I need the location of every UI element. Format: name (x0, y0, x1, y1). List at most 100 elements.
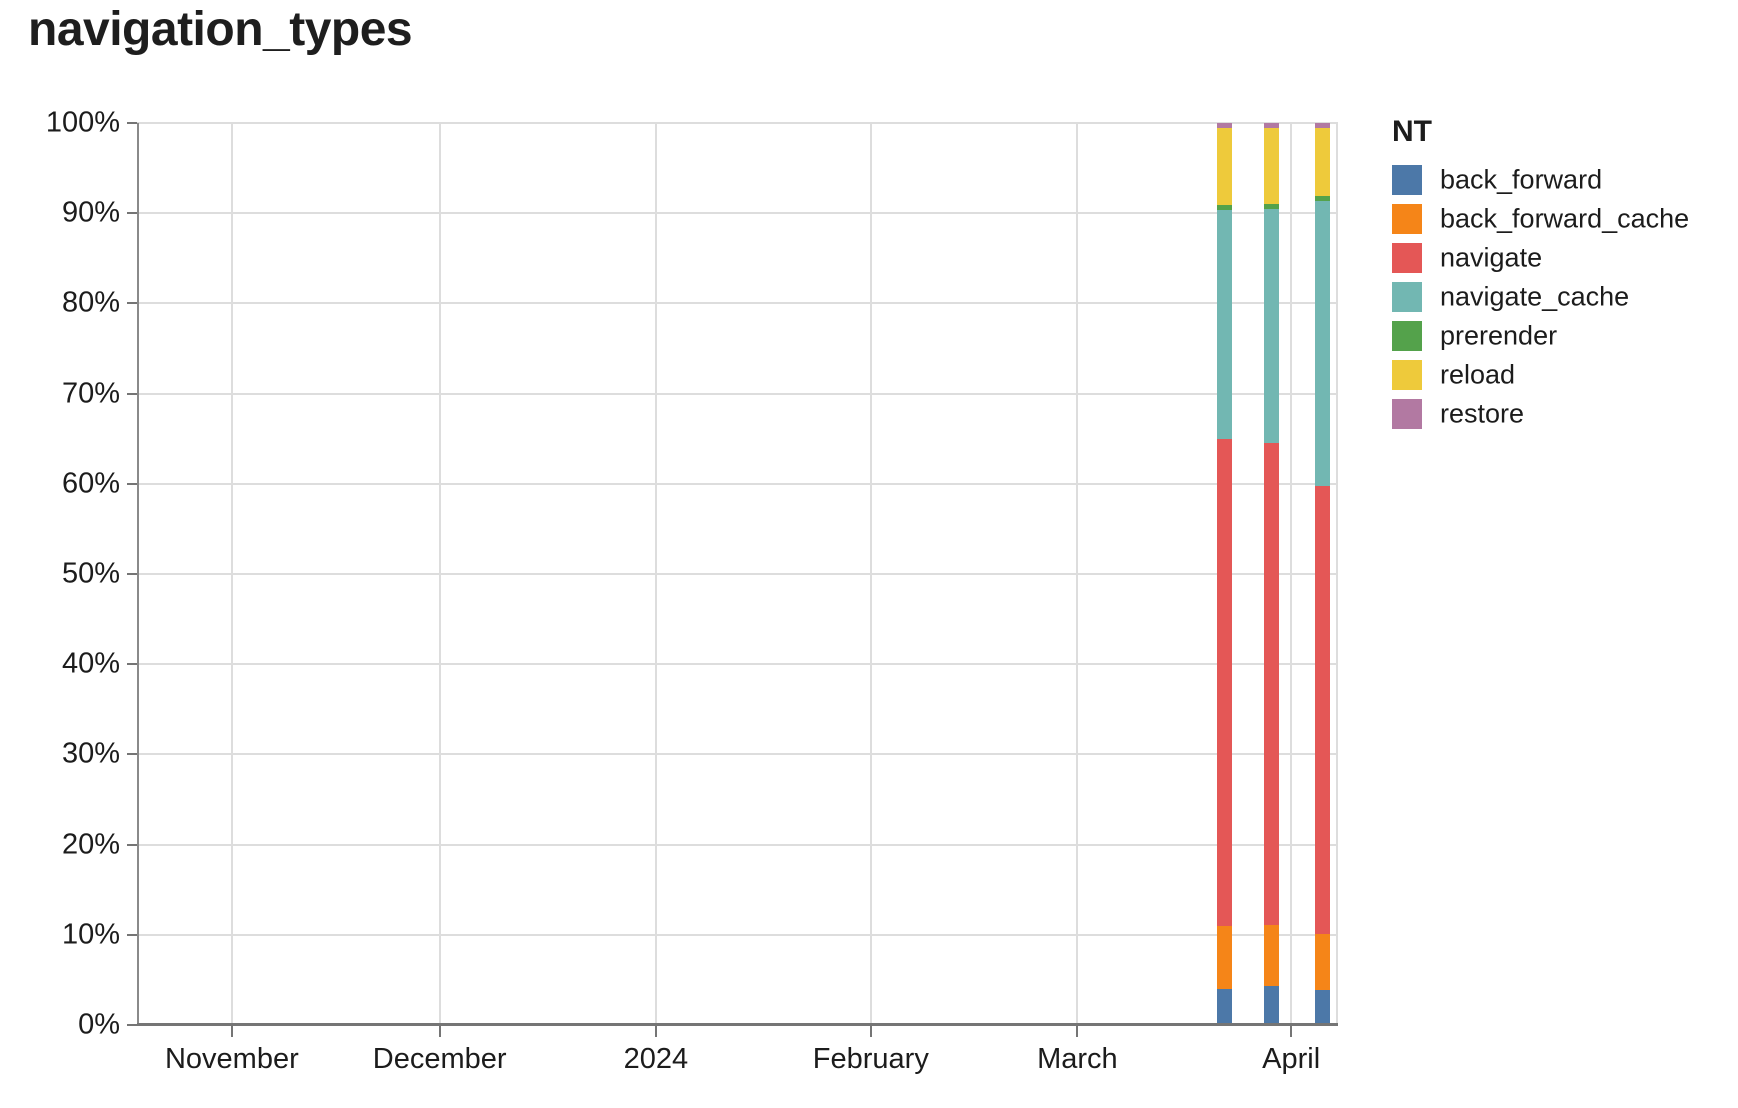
v-gridline-November (230, 123, 233, 1025)
bar-segment-back_forward_cache (1264, 924, 1280, 987)
h-gridline-60 (137, 482, 1338, 485)
bar-segment-back_forward_cache (1315, 933, 1330, 990)
x-tick-label: February (812, 1043, 929, 1075)
bar-segment-navigate_cache (1315, 200, 1330, 486)
y-tick-label: 40% (61, 647, 120, 680)
bar-3 (1315, 123, 1330, 1025)
y-tick-10 (127, 933, 137, 936)
v-gridline-December (438, 123, 441, 1025)
bar-segment-back_forward (1217, 988, 1232, 1025)
legend-item-navigate_cache: navigate_cache (1392, 282, 1629, 312)
bar-2 (1264, 123, 1280, 1025)
y-tick-label: 80% (61, 286, 120, 319)
bar-segment-prerender (1217, 205, 1232, 210)
plot-right-border (1336, 123, 1338, 1025)
x-tick-April (1290, 1025, 1293, 1037)
y-tick-0 (127, 1024, 137, 1026)
legend-swatch-back_forward (1392, 165, 1422, 195)
legend-item-prerender: prerender (1392, 321, 1557, 351)
bar-segment-restore (1264, 123, 1280, 128)
h-gridline-100 (137, 122, 1338, 124)
x-tick-label: November (164, 1043, 299, 1075)
y-tick-label: 60% (61, 467, 120, 500)
bar-segment-restore (1315, 123, 1330, 128)
legend-item-back_forward_cache: back_forward_cache (1392, 204, 1689, 234)
y-tick-60 (127, 482, 137, 485)
v-gridline-February (869, 123, 872, 1025)
bar-segment-navigate (1315, 485, 1330, 934)
y-tick-label: 10% (61, 918, 120, 951)
legend-items: back_forward back_forward_cache navigate na… (1392, 165, 1689, 429)
legend-item-back_forward: back_forward (1392, 165, 1602, 195)
bar-segment-restore (1217, 123, 1232, 128)
y-tick-label: 100% (45, 106, 120, 139)
h-gridline-20 (137, 843, 1338, 846)
legend-label: back_forward (1440, 164, 1603, 195)
y-tick-100 (127, 122, 137, 124)
y-tick-label: 70% (61, 377, 120, 410)
y-axis-line (137, 123, 139, 1025)
bar-segment-back_forward_cache (1217, 925, 1232, 989)
y-tick-90 (127, 212, 137, 215)
bar-segment-prerender (1264, 204, 1280, 209)
bar-segment-navigate_cache (1217, 209, 1232, 439)
bar-segment-back_forward (1315, 989, 1330, 1025)
h-gridline-30 (137, 753, 1338, 756)
legend-swatch-navigate_cache (1392, 282, 1422, 312)
y-tick-label: 0% (78, 1008, 120, 1041)
bar-1 (1217, 123, 1232, 1025)
legend-swatch-reload (1392, 360, 1422, 390)
y-tick-label: 20% (61, 828, 120, 861)
bar-segment-reload (1315, 127, 1330, 197)
y-tick-20 (127, 843, 137, 846)
legend-label: reload (1440, 359, 1516, 390)
plot-area (137, 122, 1338, 1026)
v-gridline-March (1076, 123, 1079, 1025)
legend-label: back_forward_cache (1440, 203, 1690, 234)
x-tick-March (1076, 1025, 1079, 1037)
legend-swatch-navigate (1392, 243, 1422, 273)
h-gridline-90 (137, 212, 1338, 215)
bar-segment-prerender (1315, 196, 1330, 201)
h-gridline-50 (137, 573, 1338, 575)
legend-label: restore (1440, 398, 1525, 429)
y-tick-40 (127, 663, 137, 666)
legend-label: navigate_cache (1440, 281, 1630, 312)
x-tick-label: 2024 (623, 1043, 689, 1075)
legend-item-restore: restore (1392, 399, 1524, 429)
h-gridline-10 (137, 933, 1338, 936)
y-tick-label: 30% (61, 737, 120, 770)
x-tick-label: March (1037, 1043, 1118, 1075)
x-tick-label: December (372, 1043, 507, 1075)
h-gridline-70 (137, 392, 1338, 395)
legend-item-reload: reload (1392, 360, 1515, 390)
y-tick-30 (127, 753, 137, 756)
x-tick-December (438, 1025, 441, 1037)
x-tick-November (230, 1025, 233, 1037)
legend-title: NT (1392, 115, 1432, 148)
y-tick-70 (127, 392, 137, 395)
h-gridline-40 (137, 663, 1338, 666)
bar-segment-navigate (1217, 438, 1232, 926)
bar-segment-navigate_cache (1264, 208, 1280, 444)
x-tick-label: April (1262, 1043, 1321, 1075)
h-gridline-80 (137, 302, 1338, 305)
bar-segment-navigate (1264, 443, 1280, 925)
legend-swatch-prerender (1392, 321, 1422, 351)
y-tick-80 (127, 302, 137, 305)
bar-segment-reload (1264, 127, 1280, 205)
legend-swatch-back_forward_cache (1392, 204, 1422, 234)
y-tick-label: 90% (61, 196, 120, 229)
y-tick-50 (127, 573, 137, 575)
v-gridline-April (1290, 123, 1293, 1025)
legend-label: navigate (1440, 242, 1543, 273)
legend-item-navigate: navigate (1392, 243, 1542, 273)
x-axis-line (137, 1023, 1338, 1026)
y-tick-label: 50% (61, 557, 120, 590)
v-gridline-2024 (654, 123, 657, 1025)
bar-segment-back_forward (1264, 986, 1280, 1025)
bar-segment-reload (1217, 127, 1232, 206)
legend-label: prerender (1440, 320, 1558, 351)
